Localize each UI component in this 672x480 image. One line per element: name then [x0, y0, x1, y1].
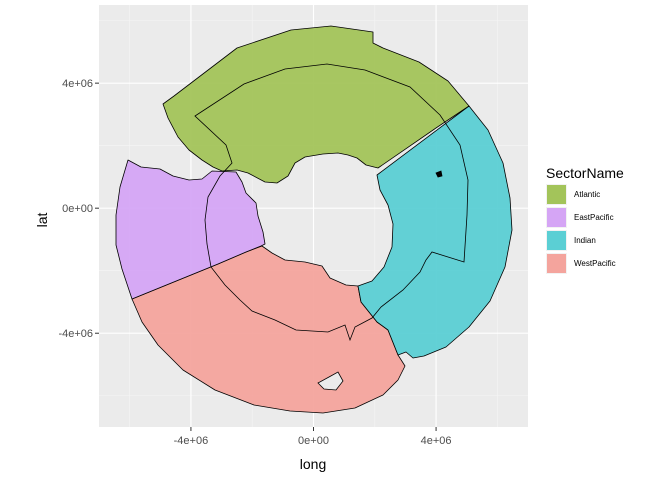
y-tick-label: 0e+00	[62, 203, 93, 215]
sector-eastpacific	[115, 159, 266, 300]
x-tick-label: 0e+00	[298, 435, 329, 447]
y-tick-label: -4e+06	[58, 328, 93, 340]
legend-swatch	[547, 254, 566, 273]
sector-atlantic	[162, 25, 470, 184]
x-tick-label: -4e+06	[174, 435, 209, 447]
x-axis-title: long	[300, 456, 326, 472]
legend-swatch	[547, 208, 566, 227]
y-tick-label: 4e+06	[62, 78, 93, 90]
legend-label: Indian	[574, 236, 596, 245]
island-shape	[435, 170, 443, 178]
legend-label: EastPacific	[574, 213, 614, 222]
legend-label: WestPacific	[574, 259, 616, 268]
axis-ticks: -4e+06 0e+00 4e+06 4e+06 0e+00 -4e+06	[58, 78, 451, 447]
legend-swatch	[547, 185, 566, 204]
legend: SectorName Atlantic EastPacific Indian West…	[546, 165, 624, 274]
y-axis-title: lat	[34, 213, 50, 228]
sector-polygons	[115, 25, 513, 414]
legend-swatch	[547, 231, 566, 250]
island-shape	[317, 371, 344, 391]
inner-boundary-line	[194, 63, 469, 342]
x-tick-label: 4e+06	[421, 435, 452, 447]
legend-title: SectorName	[546, 165, 624, 181]
legend-label: Atlantic	[574, 190, 600, 199]
